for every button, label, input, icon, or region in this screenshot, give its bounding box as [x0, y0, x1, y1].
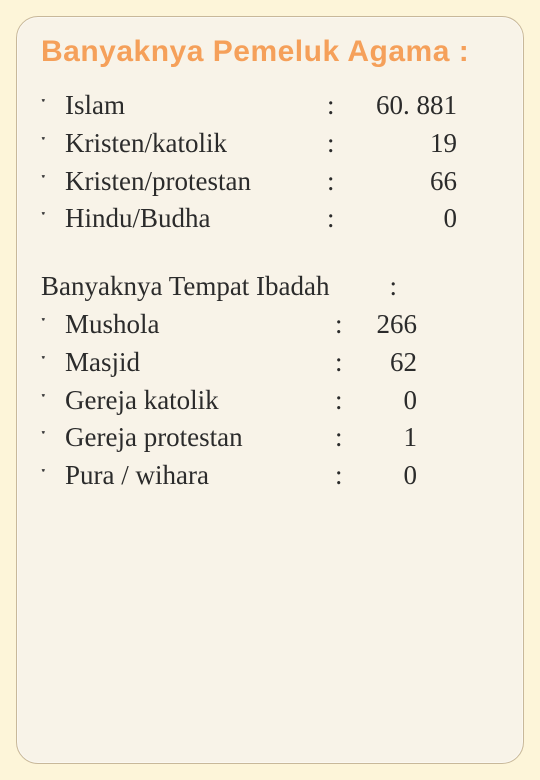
bullet-icon: ༌	[41, 92, 61, 123]
item-label: Mushola	[65, 306, 335, 344]
item-value: 19	[347, 125, 457, 163]
item-value: 1	[355, 419, 417, 457]
colon: :	[335, 344, 355, 382]
list-item: ༌ Kristen/katolik : 19	[41, 125, 499, 163]
bullet-icon: ༌	[41, 387, 61, 418]
worship-heading-row: Banyaknya Tempat Ibadah :	[41, 268, 499, 306]
bullet-icon: ༌	[41, 168, 61, 199]
list-item: ༌ Pura / wihara : 0	[41, 457, 499, 495]
colon: :	[335, 382, 355, 420]
list-item: ༌ Hindu/Budha : 0	[41, 200, 499, 238]
colon: :	[327, 163, 347, 201]
item-value: 62	[355, 344, 417, 382]
list-item: ༌ Islam : 60. 881	[41, 87, 499, 125]
worship-list: ༌ Mushola : 266 ༌ Masjid : 62 ༌ Gereja k…	[41, 306, 499, 495]
item-value: 0	[355, 382, 417, 420]
colon: :	[390, 268, 398, 306]
item-label: Gereja katolik	[65, 382, 335, 420]
colon: :	[327, 125, 347, 163]
item-label: Kristen/katolik	[65, 125, 327, 163]
bullet-icon: ༌	[41, 424, 61, 455]
item-label: Kristen/protestan	[65, 163, 327, 201]
item-value: 60. 881	[347, 87, 457, 125]
list-item: ༌ Gereja protestan : 1	[41, 419, 499, 457]
item-label: Pura / wihara	[65, 457, 335, 495]
item-value: 66	[347, 163, 457, 201]
item-value: 0	[347, 200, 457, 238]
list-item: ༌ Mushola : 266	[41, 306, 499, 344]
item-label: Islam	[65, 87, 327, 125]
bullet-icon: ༌	[41, 462, 61, 493]
slide-card: Banyaknya Pemeluk Agama : ༌ Islam : 60. …	[16, 16, 524, 764]
item-value: 0	[355, 457, 417, 495]
religion-list: ༌ Islam : 60. 881 ༌ Kristen/katolik : 19…	[41, 87, 499, 238]
colon: :	[327, 87, 347, 125]
colon: :	[327, 200, 347, 238]
item-label: Masjid	[65, 344, 335, 382]
bullet-icon: ༌	[41, 130, 61, 161]
colon: :	[335, 457, 355, 495]
item-label: Hindu/Budha	[65, 200, 327, 238]
list-item: ༌ Gereja katolik : 0	[41, 382, 499, 420]
slide-title: Banyaknya Pemeluk Agama :	[41, 35, 499, 69]
worship-heading: Banyaknya Tempat Ibadah	[41, 268, 330, 306]
bullet-icon: ༌	[41, 311, 61, 342]
colon: :	[335, 306, 355, 344]
colon: :	[335, 419, 355, 457]
item-value: 266	[355, 306, 417, 344]
item-label: Gereja protestan	[65, 419, 335, 457]
list-item: ༌ Kristen/protestan : 66	[41, 163, 499, 201]
bullet-icon: ༌	[41, 205, 61, 236]
bullet-icon: ༌	[41, 349, 61, 380]
list-item: ༌ Masjid : 62	[41, 344, 499, 382]
